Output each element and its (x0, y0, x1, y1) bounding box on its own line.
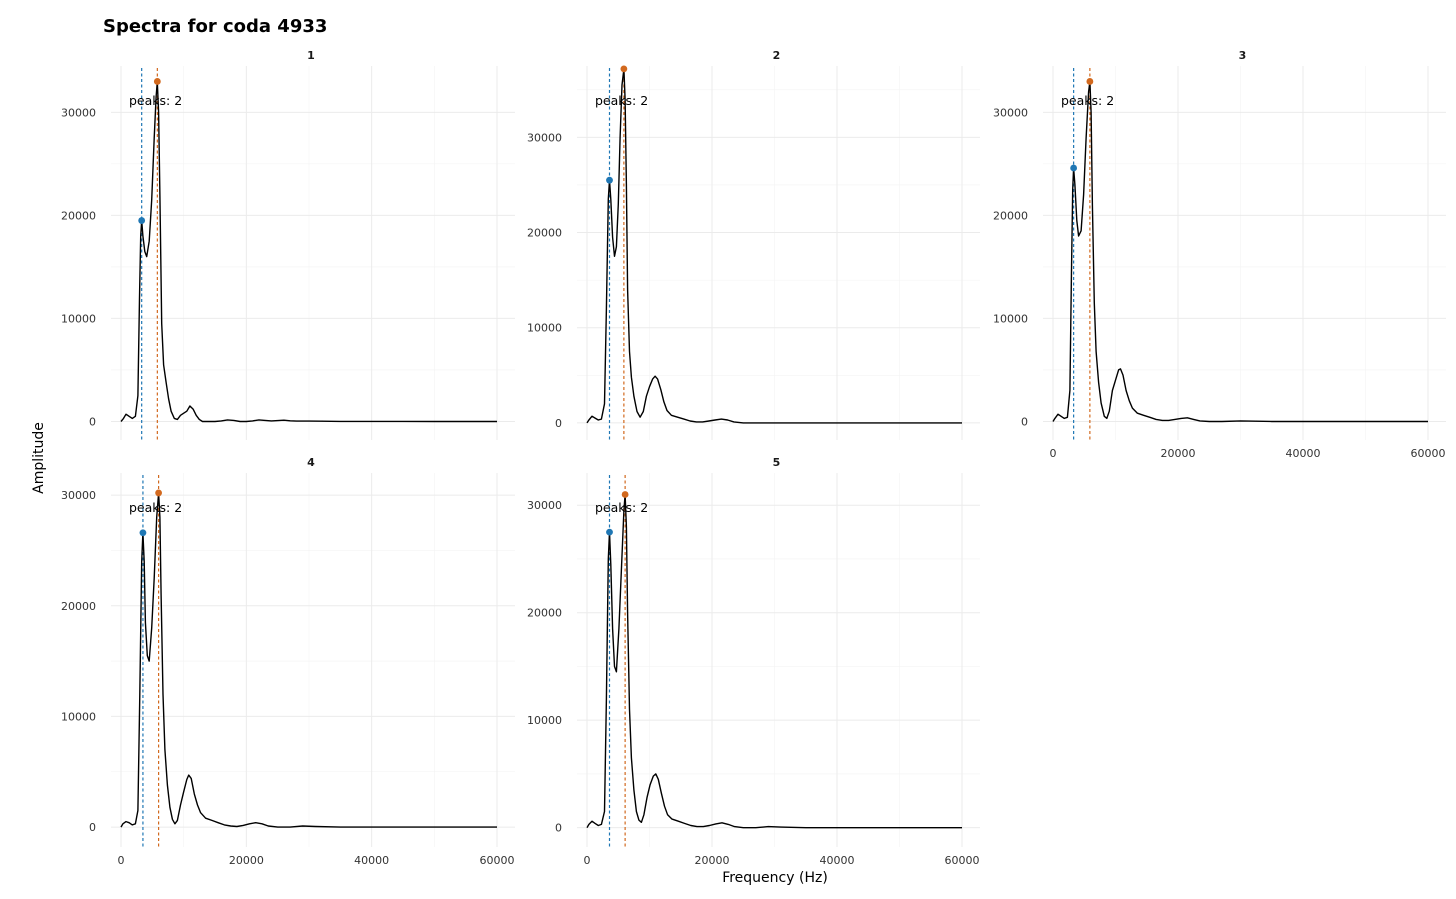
spectrum-line (586, 493, 962, 829)
y-tick-label: 10000 (61, 710, 96, 723)
peak1-point (1070, 164, 1078, 172)
y-tick-label: 20000 (527, 227, 562, 240)
y-tick-label: 10000 (527, 714, 562, 727)
panel-title: 4 (307, 456, 315, 469)
y-tick-label: 0 (555, 417, 562, 430)
y-tick-label: 20000 (61, 209, 96, 222)
peaks-label: peaks: 2 (595, 93, 648, 108)
y-tick-label: 10000 (993, 312, 1028, 325)
x-tick-label: 0 (1050, 447, 1057, 460)
y-tick-label: 0 (89, 821, 96, 834)
y-tick-label: 30000 (61, 489, 96, 502)
x-tick-label: 0 (584, 854, 591, 867)
x-tick-label: 60000 (480, 854, 515, 867)
panel-title: 2 (773, 49, 781, 62)
peak1-point (606, 176, 613, 184)
x-tick-label: 40000 (1286, 447, 1321, 460)
y-tick-label: 20000 (61, 600, 96, 613)
x-tick-label: 20000 (695, 854, 730, 867)
peaks-label: peaks: 2 (595, 500, 648, 515)
y-tick-label: 20000 (527, 607, 562, 620)
chart-title: Spectra for coda 4933 (103, 16, 327, 37)
x-tick-label: 20000 (229, 854, 264, 867)
panel-5: 0 10000 20000 30000 0 20000 40000 60000 5 peaks: … (527, 456, 980, 867)
panel-2: 0 10000 20000 30000 2 peaks: 2 (527, 49, 980, 440)
peak2-point (155, 489, 163, 497)
y-tick-label: 30000 (527, 131, 562, 144)
peak2-point (620, 65, 628, 73)
y-tick-label: 0 (1021, 415, 1028, 428)
peak1-point (606, 528, 613, 536)
peaks-label: peaks: 2 (129, 93, 182, 108)
x-tick-label: 20000 (1161, 447, 1196, 460)
peak1-point (138, 217, 146, 224)
peak2-point (621, 491, 629, 498)
x-tick-label: 40000 (354, 854, 389, 867)
y-tick-label: 30000 (993, 106, 1028, 119)
y-tick-label: 0 (89, 415, 96, 428)
peak2-point (153, 78, 161, 85)
y-tick-label: 30000 (61, 106, 96, 119)
y-tick-label: 30000 (527, 499, 562, 512)
panel-title: 1 (307, 49, 315, 62)
x-tick-label: 40000 (820, 854, 855, 867)
panel-1: 0 10000 20000 30000 1 peaks: 2 (61, 49, 515, 440)
x-tick-label: 60000 (945, 854, 980, 867)
y-tick-label: 10000 (61, 312, 96, 325)
panel-title: 3 (1239, 49, 1247, 62)
spectrum-line (120, 80, 497, 423)
spectrum-line (120, 492, 497, 828)
y-tick-label: 0 (555, 822, 562, 835)
y-tick-label: 20000 (993, 209, 1028, 222)
y-axis-title: Amplitude (31, 422, 47, 494)
panel-4: 0 10000 20000 30000 0 20000 40000 60000 4 peaks: … (61, 456, 515, 867)
panel-title: 5 (773, 456, 781, 469)
peak2-point (1086, 78, 1094, 85)
peak1-point (139, 529, 147, 537)
peaks-label: peaks: 2 (129, 500, 182, 515)
panel-3: 0 10000 20000 30000 0 20000 40000 60000 3 peaks: … (993, 49, 1446, 460)
peaks-label: peaks: 2 (1061, 93, 1114, 108)
x-axis-title: Frequency (Hz) (722, 870, 828, 886)
x-tick-label: 60000 (1411, 447, 1446, 460)
x-tick-label: 0 (118, 854, 125, 867)
y-tick-label: 10000 (527, 322, 562, 335)
